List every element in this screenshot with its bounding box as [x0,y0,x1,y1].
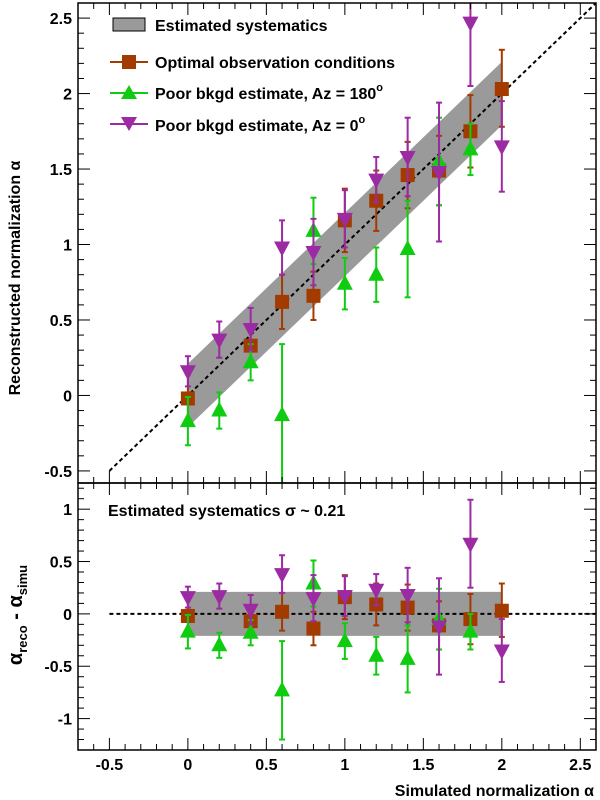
y-tick-label: 0.5 [50,313,72,330]
legend-label-poor180: Poor bkgd estimate, Az = 180o [155,82,383,103]
data-point-triangle-up [242,353,259,369]
data-point-square [306,621,321,636]
x-axis-title: Simulated normalization α [395,783,594,800]
data-point-square [494,603,509,618]
x-tick-label: 2.5 [569,757,591,774]
data-point-triangle-up [242,623,259,639]
data-point-triangle-down [493,140,510,156]
data-point-square [306,288,321,303]
bottom-panel: -0.5 0 0.5 1 1.5 2 2.5 -1 -0.5 0 0.5 1 [44,482,597,774]
data-point-triangle-up [462,622,479,638]
y-tick-label: 1 [63,502,72,519]
data-point-triangle-down [462,16,479,32]
data-point-triangle-down [211,590,228,606]
data-point-triangle-down [336,590,353,606]
data-point-triangle-up [211,636,228,652]
legend-label-poor0-degree: o [358,114,365,126]
x-tick-label: 0.5 [255,757,277,774]
bottom-ylabel-sub1: reco [15,625,30,653]
data-point-triangle-up [179,412,196,428]
legend-marker-optimal [110,55,148,69]
data-point-triangle-down [431,166,448,182]
data-point-triangle-down [368,583,385,599]
data-point-triangle-down [305,246,322,262]
data-point-triangle-down [274,241,291,257]
y-tick-label: 2 [63,87,72,104]
x-tick-label: 2 [497,757,506,774]
data-point-triangle-up [179,622,196,638]
legend-label-poor0: Poor bkgd estimate, Az = 0o [155,114,365,135]
data-point-triangle-up [274,406,291,422]
top-series-poor0 [179,3,510,388]
y-tick-label: 0 [63,388,72,405]
data-point-triangle-down [242,323,259,339]
y-tick-label: 1.5 [50,162,72,179]
data-point-triangle-up [336,632,353,648]
data-point-square [494,82,509,97]
data-point-triangle-up [336,274,353,290]
x-tick-label: 0 [183,757,192,774]
bottom-ylabel-sep: - α [5,595,27,626]
data-point-triangle-up [274,681,291,697]
legend-label-poor0-text: Poor bkgd estimate, Az = 0 [155,118,359,135]
legend-label-optimal: Optimal observation conditions [155,55,395,72]
bottom-x-axis: -0.5 0 0.5 1 1.5 2 2.5 [77,483,597,774]
top-series-poor180 [179,116,479,483]
bottom-ylabel-sub2: simu [15,565,30,595]
data-point-triangle-down [274,568,291,584]
data-point-triangle-down [242,603,259,619]
bottom-ylabel-alpha1: α [5,652,27,665]
data-point-triangle-up [368,265,385,281]
bottom-plot-area [109,498,596,741]
data-point-triangle-down [399,589,416,605]
legend-label-poor180-degree: o [376,82,383,94]
data-point-triangle-down [305,592,322,608]
y-tick-label: 2.5 [50,11,72,28]
x-tick-label: -0.5 [96,757,124,774]
data-point-square [275,604,290,619]
legend-swatch-systematics [112,17,146,32]
y-tick-label: -0.5 [44,464,72,481]
top-y-axis: -0.5 0 0.5 1 1.5 2 2.5 [44,2,596,481]
legend-marker-poor180 [110,85,148,99]
top-plot-area [108,3,596,483]
data-point-triangle-down [493,644,510,660]
systematics-annotation: Estimated systematics σ ~ 0.21 [108,503,345,520]
data-point-triangle-down [211,333,228,349]
y-tick-label: -1 [58,712,72,729]
bottom-series-poor0 [179,498,510,683]
legend-label-systematics: Estimated systematics [155,18,328,35]
data-point-triangle-up [368,646,385,662]
data-point-triangle-down [399,150,416,166]
y-tick-label: 0.5 [50,555,72,572]
data-point-triangle-up [399,240,416,256]
y-tick-label: 1 [63,238,72,255]
bottom-series-poor180 [179,559,479,741]
bottom-frame [77,482,597,751]
top-y-axis-title: Reconstructed normalization α [7,160,24,395]
bottom-y-axis: -1 -0.5 0 0.5 1 [44,487,596,751]
data-point-triangle-down [179,365,196,381]
legend-label-poor180-text: Poor bkgd estimate, Az = 180 [155,86,376,103]
x-tick-label: 1 [340,757,349,774]
legend: Estimated systematics Optimal observatio… [110,17,395,135]
data-point-triangle-up [399,649,416,665]
data-point-triangle-up [211,401,228,417]
legend-marker-poor0 [110,117,148,131]
y-tick-label: -0.5 [44,659,72,676]
data-point-triangle-down [179,591,196,607]
data-point-triangle-down [431,620,448,636]
top-panel: -0.5 0 0.5 1 1.5 2 2.5 [44,2,597,484]
data-point-triangle-down [368,173,385,189]
data-point-square [275,294,290,309]
top-x-axis [77,3,597,483]
x-tick-label: 1.5 [412,757,434,774]
bottom-y-axis-title: αreco - αsimu [5,565,30,665]
data-point-triangle-up [462,140,479,156]
y-tick-label: 0 [63,607,72,624]
data-point-triangle-down [336,212,353,228]
data-point-triangle-down [462,537,479,553]
